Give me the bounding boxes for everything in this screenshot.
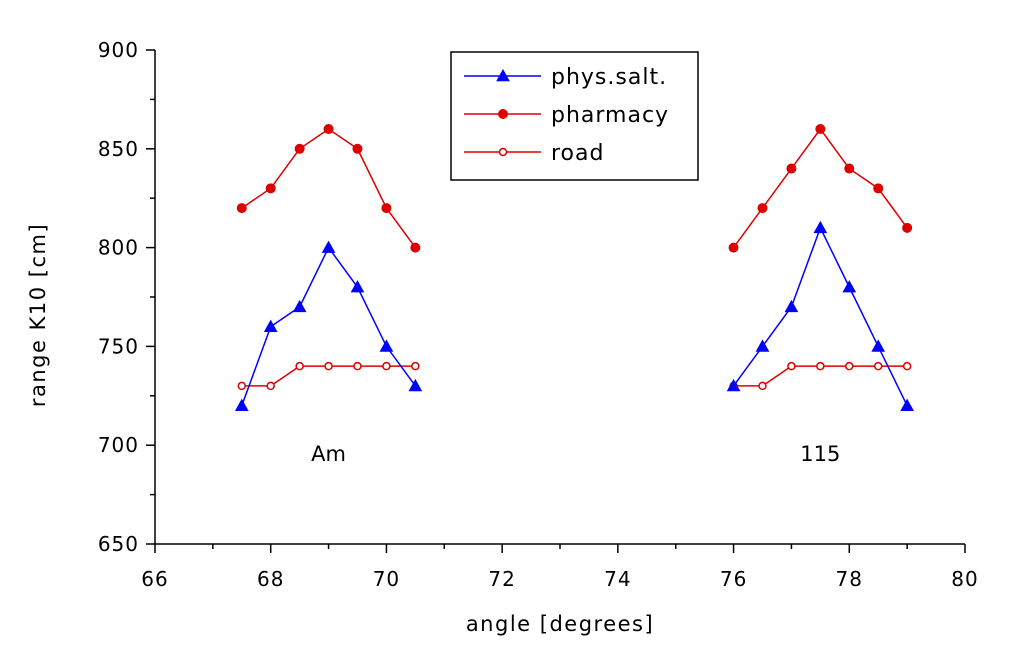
- plot-area: [234, 124, 914, 411]
- x-tick-label: 78: [836, 567, 863, 591]
- data-point: [871, 339, 886, 352]
- data-point: [842, 280, 857, 293]
- data-point: [757, 203, 768, 214]
- data-point: [787, 361, 796, 371]
- data-point: [324, 361, 333, 371]
- legend-label: road: [551, 141, 604, 166]
- y-tick-label: 650: [98, 532, 139, 556]
- data-point: [379, 339, 394, 352]
- data-point: [294, 143, 305, 154]
- y-axis-ticks: 650 700 750 800 850 900: [98, 38, 155, 556]
- series-road: [237, 361, 912, 391]
- data-point: [321, 240, 336, 253]
- legend-item: pharmacy: [464, 103, 669, 128]
- data-point: [728, 242, 739, 253]
- data-point: [902, 222, 913, 233]
- data-point: [726, 378, 741, 392]
- y-tick-label: 700: [98, 433, 139, 457]
- data-point: [786, 163, 797, 174]
- x-tick-label: 66: [141, 567, 168, 591]
- x-tick-label: 74: [604, 567, 631, 591]
- legend-label: phys.salt.: [551, 65, 667, 90]
- legend-marker: [498, 109, 508, 119]
- data-point: [758, 381, 767, 391]
- annotation-am: Am: [311, 442, 346, 466]
- data-point: [816, 361, 825, 371]
- data-point: [352, 143, 363, 154]
- data-point: [323, 124, 334, 135]
- legend-marker: [498, 147, 508, 157]
- legend-label: pharmacy: [551, 103, 669, 128]
- legend-item: road: [464, 141, 604, 166]
- x-tick-label: 68: [257, 567, 284, 591]
- series-phys-salt: [234, 220, 914, 411]
- data-point: [902, 361, 912, 371]
- y-tick-label: 800: [98, 236, 139, 260]
- x-tick-label: 76: [720, 567, 747, 591]
- y-tick-label: 850: [98, 137, 139, 161]
- legend: phys.salt. pharmacy road: [450, 51, 699, 181]
- series-pharmacy: [236, 124, 913, 253]
- data-point: [295, 361, 304, 371]
- data-point: [292, 299, 307, 313]
- data-point: [900, 398, 914, 411]
- data-point: [353, 361, 362, 371]
- data-point: [411, 361, 420, 371]
- data-point: [410, 242, 421, 253]
- data-point: [755, 339, 770, 352]
- x-tick-label: 70: [373, 567, 400, 591]
- data-point: [382, 361, 391, 371]
- x-axis-ticks: 66 68 70 72 74 76 78 80: [141, 544, 978, 591]
- data-point: [265, 183, 276, 194]
- legend-item: phys.salt.: [464, 65, 667, 90]
- data-point: [350, 280, 365, 293]
- data-point: [381, 203, 392, 214]
- data-point: [266, 381, 275, 391]
- data-point: [845, 361, 854, 371]
- data-point: [873, 183, 884, 194]
- legend-marker: [496, 68, 510, 82]
- y-axis-label: range K10 [cm]: [26, 223, 50, 407]
- x-tick-label: 80: [951, 567, 978, 591]
- data-point: [237, 381, 247, 391]
- y-tick-label: 900: [98, 38, 139, 62]
- x-tick-label: 72: [488, 567, 515, 591]
- data-point: [263, 319, 278, 332]
- annotations: Am 115: [311, 442, 840, 466]
- data-point: [873, 361, 883, 371]
- data-point: [815, 124, 826, 135]
- data-point: [236, 203, 247, 214]
- legend-box: [450, 51, 699, 181]
- data-point: [844, 163, 855, 174]
- annotation-115: 115: [800, 442, 840, 466]
- x-axis-label: angle [degrees]: [466, 612, 654, 636]
- data-point: [813, 220, 828, 234]
- data-point: [234, 398, 249, 411]
- data-point: [784, 299, 799, 313]
- series-line: [732, 225, 908, 407]
- data-point: [408, 378, 423, 392]
- y-tick-label: 750: [98, 334, 139, 358]
